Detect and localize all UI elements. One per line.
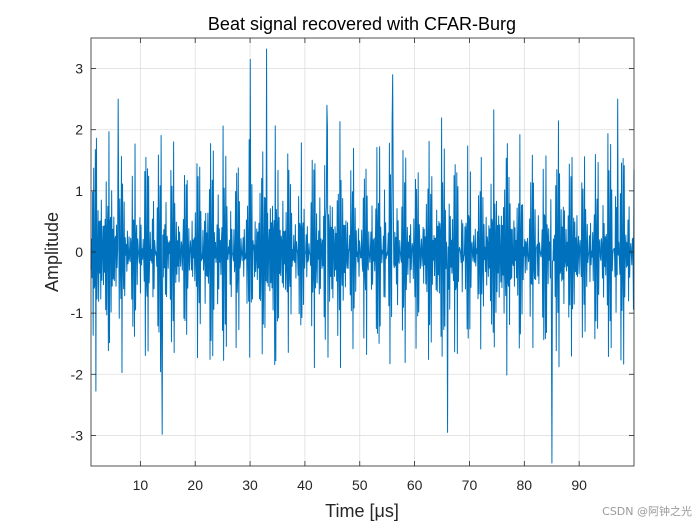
y-tick-labels: -3 -2 -1 0 1 2 3 — [71, 61, 84, 444]
chart-title: Beat signal recovered with CFAR-Burg — [208, 14, 516, 34]
x-tick-labels: 10 20 30 40 50 60 70 80 90 — [133, 477, 588, 493]
y-tick-label: -1 — [71, 305, 84, 321]
y-tick-label: 2 — [75, 122, 83, 138]
y-tick-label: -3 — [71, 427, 84, 443]
y-axis-title: Amplitude — [42, 212, 62, 292]
x-tick-label: 70 — [462, 477, 478, 493]
x-tick-label: 60 — [407, 477, 423, 493]
y-tick-label: 0 — [75, 244, 83, 260]
tick-marks — [91, 38, 634, 466]
x-tick-label: 80 — [517, 477, 533, 493]
x-tick-label: 50 — [352, 477, 368, 493]
x-axis-title: Time [μs] — [325, 501, 399, 521]
x-tick-label: 30 — [242, 477, 258, 493]
x-tick-label: 10 — [133, 477, 149, 493]
y-tick-label: 1 — [75, 183, 83, 199]
series-line — [90, 48, 635, 464]
x-tick-label: 40 — [297, 477, 313, 493]
y-tick-label: -2 — [71, 366, 84, 382]
series-layer — [90, 48, 635, 464]
y-tick-label: 3 — [75, 61, 83, 77]
watermark: CSDN @阿钟之光 — [602, 505, 692, 518]
x-tick-label: 20 — [187, 477, 203, 493]
x-tick-label: 90 — [571, 477, 587, 493]
